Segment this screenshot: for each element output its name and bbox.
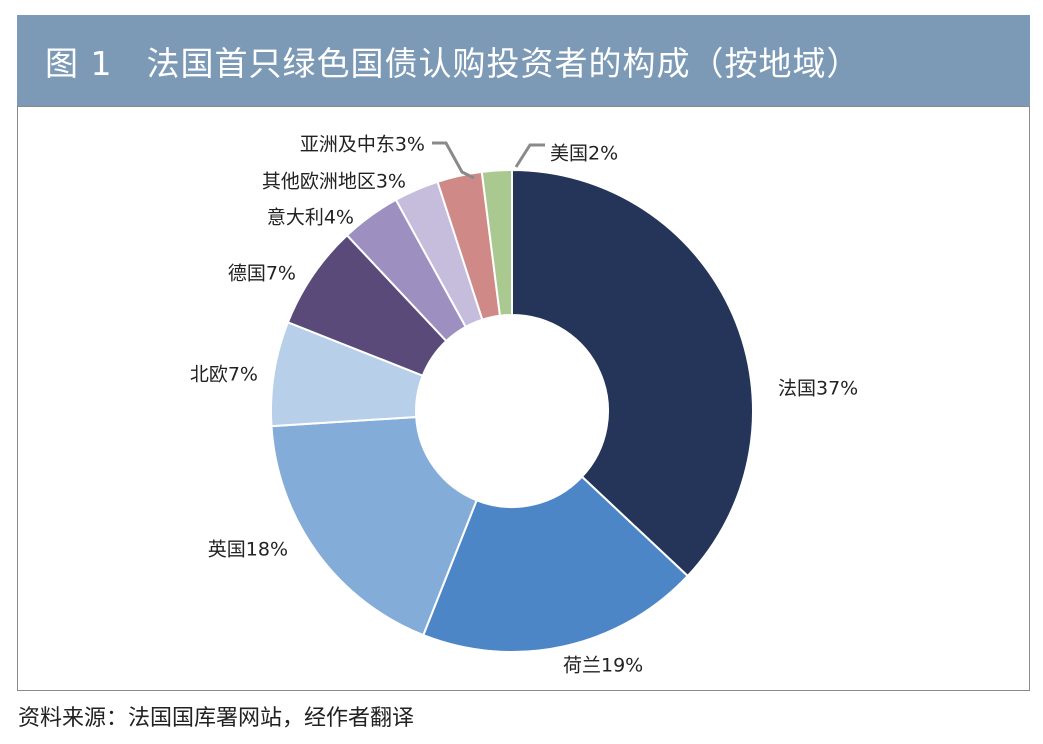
slice-法国 bbox=[511, 168, 754, 578]
leader-line-美国 bbox=[514, 143, 545, 168]
slice-美国 bbox=[480, 168, 513, 317]
source-note: 资料来源：法国国库署网站，经作者翻译 bbox=[18, 706, 415, 731]
label-法国: 法国37% bbox=[778, 378, 858, 400]
label-英国: 英国18% bbox=[208, 539, 288, 561]
label-荷兰: 荷兰19% bbox=[563, 655, 643, 677]
label-美国: 美国2% bbox=[550, 143, 618, 165]
chart-frame: 法国37% 荷兰19% 英国18% 北欧7% 德国7% 意大利4% 其他欧洲地区3% 亚洲及中… bbox=[17, 106, 1030, 691]
slice-英国 bbox=[270, 415, 478, 637]
donut-chart: 法国37% 荷兰19% 英国18% 北欧7% 德国7% 意大利4% 其他欧洲地区3% 亚洲及中… bbox=[190, 134, 858, 677]
label-北欧: 北欧7% bbox=[190, 364, 258, 386]
label-意大利: 意大利4% bbox=[267, 207, 354, 229]
label-亚洲及中东: 亚洲及中东3% bbox=[300, 134, 425, 156]
label-其他欧洲地区: 其他欧洲地区3% bbox=[262, 171, 406, 193]
slice-荷兰 bbox=[421, 475, 690, 653]
label-德国: 德国7% bbox=[228, 263, 296, 285]
title-bar: 图 1 法国首只绿色国债认购投资者的构成（按地域） bbox=[17, 15, 1030, 106]
chart-title: 图 1 法国首只绿色国债认购投资者的构成（按地域） bbox=[45, 43, 861, 83]
leader-line-亚洲及中东 bbox=[432, 141, 475, 180]
